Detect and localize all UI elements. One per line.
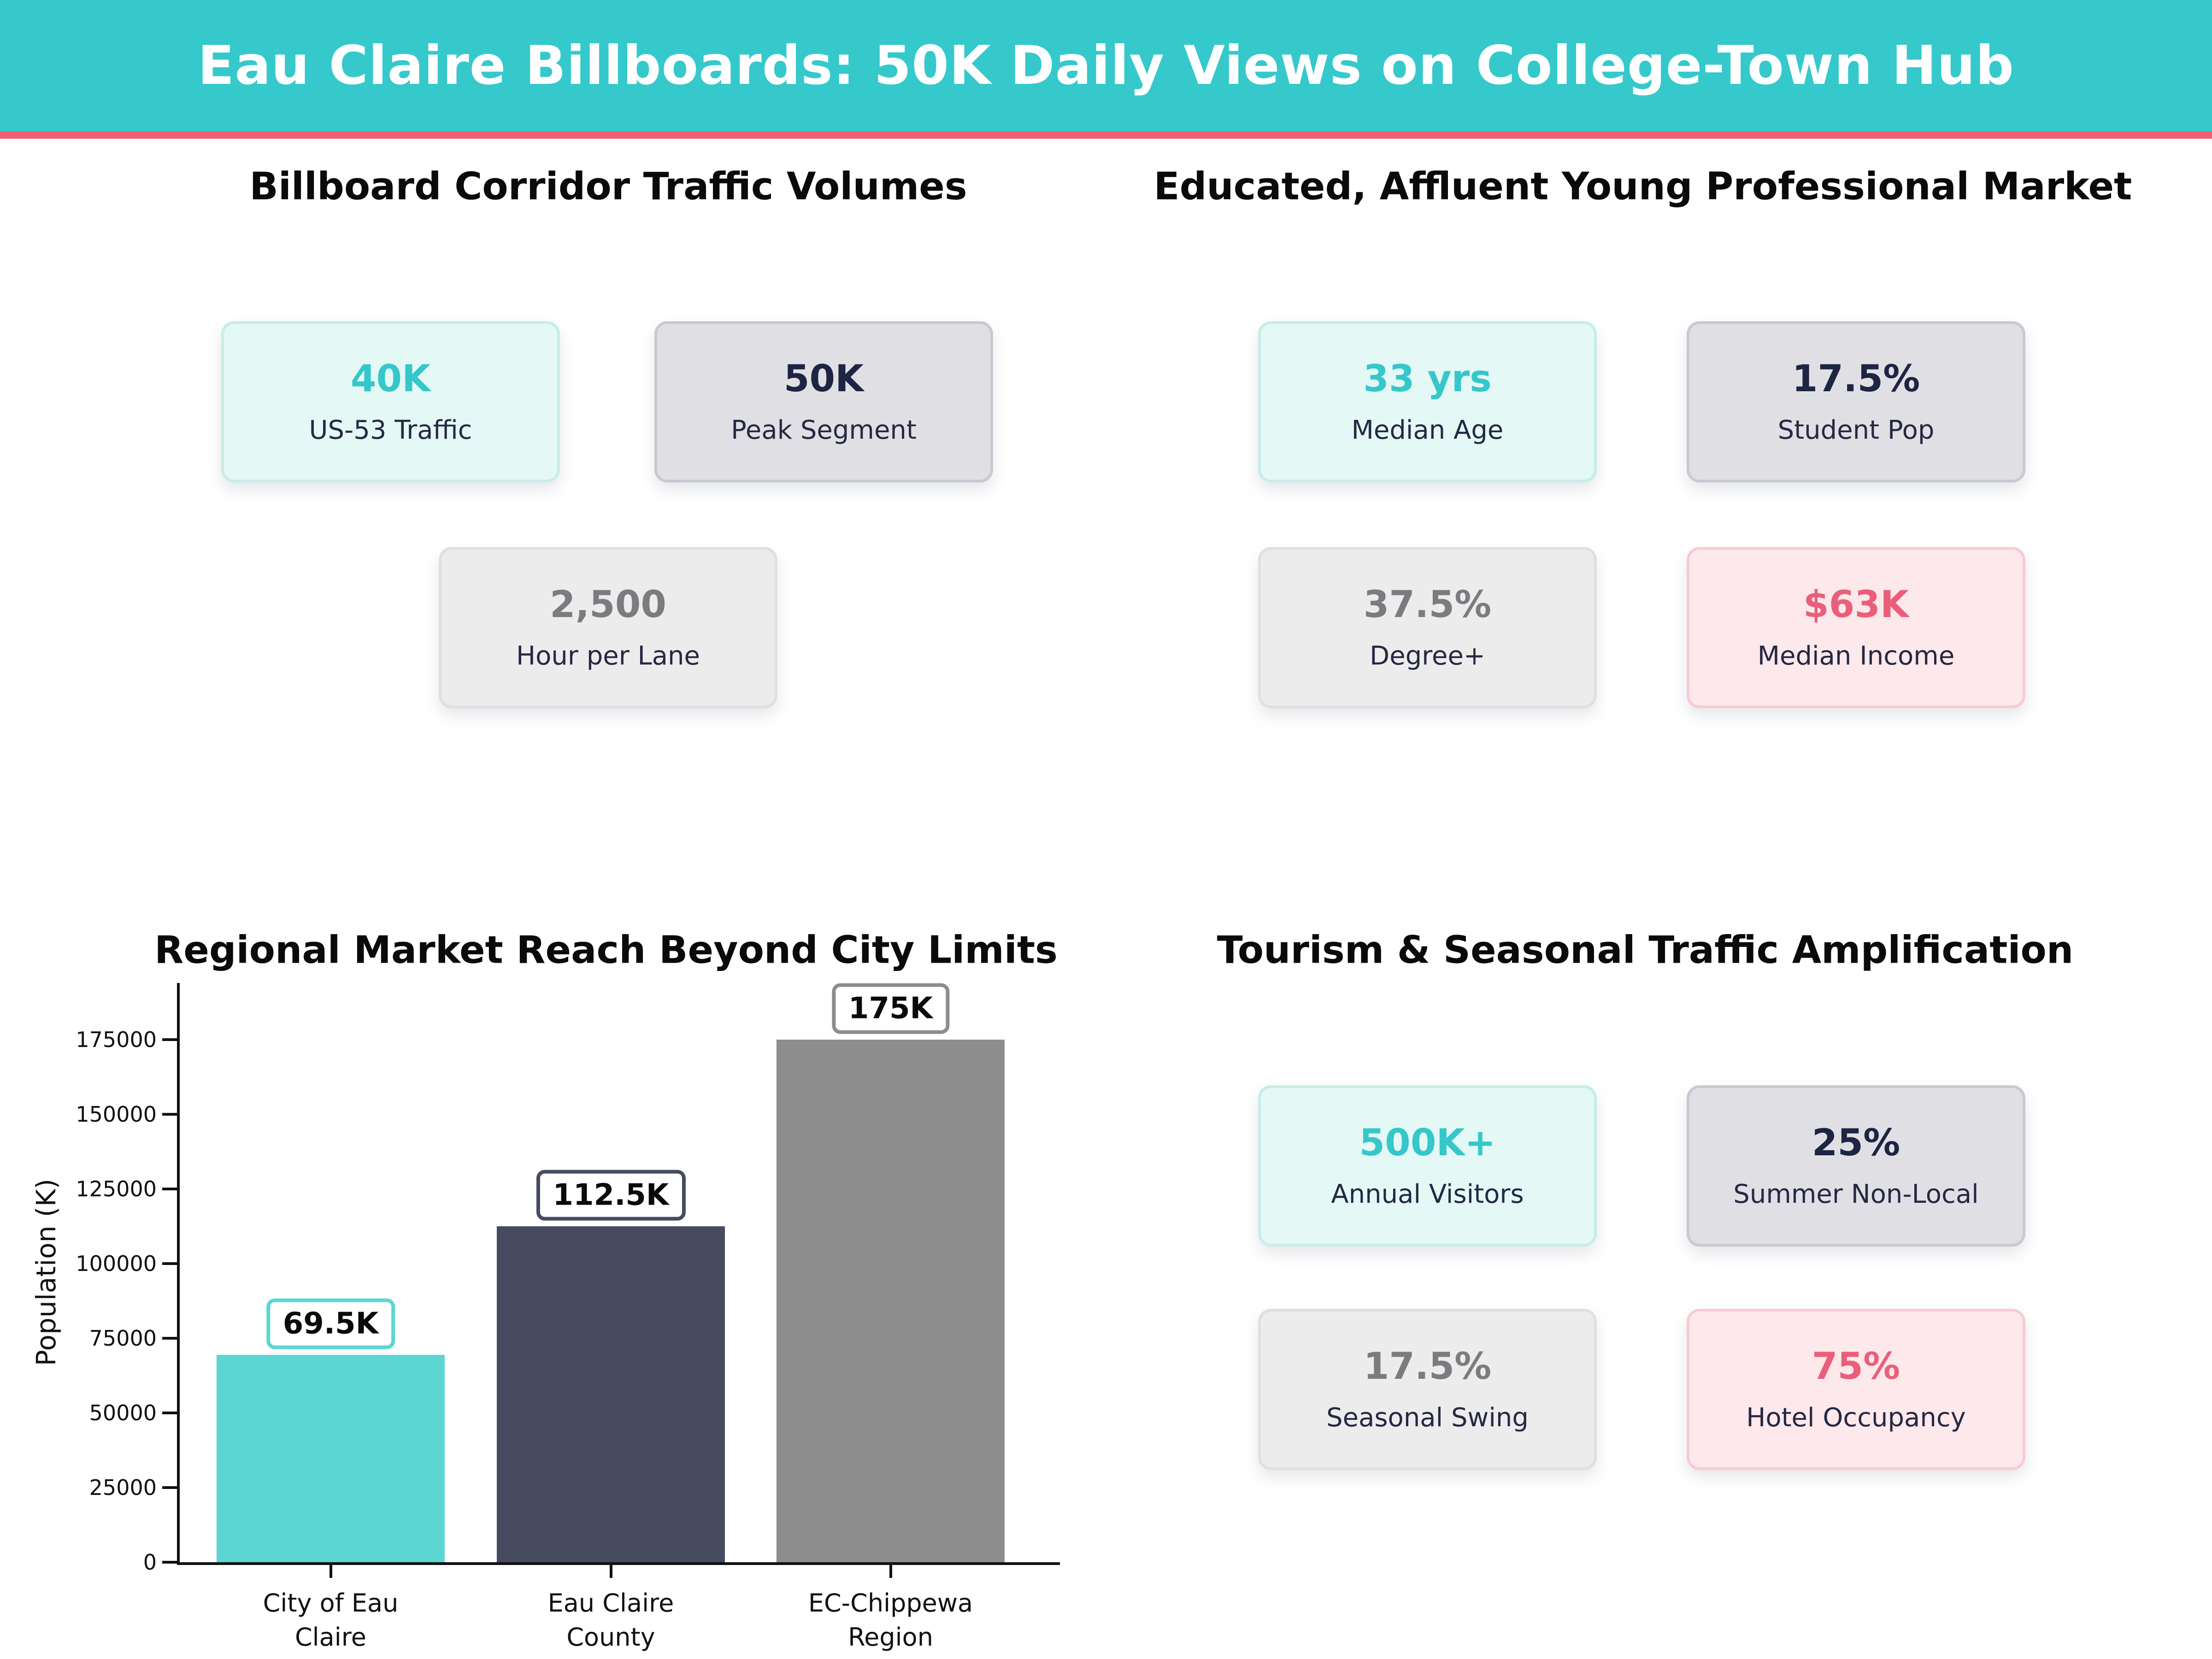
x-tick-label-line: EC-Chippewa (808, 1588, 973, 1618)
y-tick-mark (162, 1038, 177, 1041)
stat-card-median-income: $63K Median Income (1687, 547, 2025, 708)
y-axis-label: Population (K) (30, 1179, 62, 1366)
stat-card-hotel-occupancy: 75% Hotel Occupancy (1687, 1309, 2025, 1470)
stat-label-degree: Degree+ (1370, 641, 1485, 671)
y-tick-label: 25000 (89, 1475, 157, 1500)
y-tick-mark (162, 1486, 177, 1489)
y-tick-mark (162, 1561, 177, 1564)
stat-card-hour-per-lane: 2,500 Hour per Lane (439, 547, 777, 708)
bar-value-badge-city-of-eau-claire: 69.5K (266, 1298, 395, 1349)
stat-label-median-age: Median Age (1351, 415, 1504, 445)
stat-value-degree: 37.5% (1363, 583, 1492, 626)
y-tick-label: 100000 (76, 1251, 157, 1276)
y-tick-label: 50000 (89, 1400, 157, 1425)
x-tick-label-line: Eau Claire (547, 1588, 674, 1618)
stat-value-student-pop: 17.5% (1792, 357, 1920, 400)
bar-value-badge-ec-chippewa-region: 175K (831, 983, 950, 1034)
section-title-market: Educated, Affluent Young Professional Ma… (1153, 165, 2132, 209)
stat-value-median-age: 33 yrs (1363, 357, 1492, 400)
x-tick-label-line: City of Eau (263, 1588, 399, 1618)
section-title-traffic: Billboard Corridor Traffic Volumes (249, 165, 967, 209)
stat-value-annual-visitors: 500K+ (1359, 1121, 1496, 1164)
x-tick-label-city-of-eau-claire: City of Eau Claire (263, 1586, 399, 1654)
stat-value-median-income: $63K (1803, 583, 1909, 626)
bar-ec-chippewa-region (777, 1040, 1005, 1562)
stat-label-student-pop: Student Pop (1777, 415, 1935, 445)
stat-card-degree: 37.5% Degree+ (1258, 547, 1597, 708)
stat-label-annual-visitors: Annual Visitors (1331, 1179, 1524, 1209)
stat-value-peak-segment: 50K (783, 357, 864, 400)
x-axis-spine (177, 1562, 1060, 1565)
stat-value-summer-non-local: 25% (1812, 1121, 1900, 1164)
x-tick-label-eau-claire-county: Eau Claire County (548, 1586, 674, 1654)
y-tick-mark (162, 1262, 177, 1265)
y-tick-label: 0 (143, 1550, 157, 1575)
stat-label-median-income: Median Income (1757, 641, 1955, 671)
stat-card-summer-non-local: 25% Summer Non-Local (1687, 1085, 2025, 1247)
x-tick-label-line: County (566, 1623, 655, 1652)
section-title-regional: Regional Market Reach Beyond City Limits (154, 928, 1058, 972)
stat-value-hour-per-lane: 2,500 (549, 583, 667, 626)
y-tick-label: 175000 (76, 1027, 157, 1052)
y-tick-label: 150000 (76, 1102, 157, 1127)
y-axis-spine (177, 982, 180, 1565)
stat-value-us-53-traffic: 40K (350, 357, 431, 400)
x-tick-mark (609, 1565, 612, 1578)
bar-city-of-eau-claire (217, 1354, 445, 1562)
stat-label-hotel-occupancy: Hotel Occupancy (1746, 1403, 1966, 1433)
stat-card-annual-visitors: 500K+ Annual Visitors (1258, 1085, 1597, 1247)
stat-label-summer-non-local: Summer Non-Local (1733, 1179, 1979, 1209)
x-tick-label-ec-chippewa-region: EC-Chippewa Region (808, 1586, 973, 1654)
header-accent-bar (0, 131, 2212, 139)
page-title: Eau Claire Billboards: 50K Daily Views o… (198, 35, 2014, 97)
stat-label-hour-per-lane: Hour per Lane (516, 641, 700, 671)
y-tick-label: 125000 (76, 1177, 157, 1201)
y-tick-mark (162, 1412, 177, 1414)
y-tick-mark (162, 1337, 177, 1340)
stat-value-hotel-occupancy: 75% (1812, 1345, 1900, 1388)
stat-card-student-pop: 17.5% Student Pop (1687, 321, 2025, 482)
x-tick-label-line: Region (848, 1623, 933, 1652)
bar-eau-claire-county (497, 1226, 725, 1562)
stat-label-seasonal-swing: Seasonal Swing (1326, 1403, 1529, 1433)
x-tick-mark (889, 1565, 892, 1578)
stat-card-median-age: 33 yrs Median Age (1258, 321, 1597, 482)
x-tick-mark (329, 1565, 332, 1578)
bar-value-badge-eau-claire-county: 112.5K (536, 1170, 686, 1221)
y-tick-mark (162, 1113, 177, 1116)
stat-label-us-53-traffic: US-53 Traffic (309, 415, 472, 445)
y-tick-label: 75000 (89, 1326, 157, 1351)
header-banner: Eau Claire Billboards: 50K Daily Views o… (0, 0, 2212, 131)
stat-label-peak-segment: Peak Segment (731, 415, 917, 445)
section-title-tourism: Tourism & Seasonal Traffic Amplification (1217, 928, 2074, 972)
y-tick-mark (162, 1188, 177, 1190)
stat-card-seasonal-swing: 17.5% Seasonal Swing (1258, 1309, 1597, 1470)
x-tick-label-line: Claire (294, 1623, 367, 1652)
stat-card-peak-segment: 50K Peak Segment (654, 321, 993, 482)
stat-card-us-53-traffic: 40K US-53 Traffic (221, 321, 560, 482)
stat-value-seasonal-swing: 17.5% (1363, 1345, 1492, 1388)
